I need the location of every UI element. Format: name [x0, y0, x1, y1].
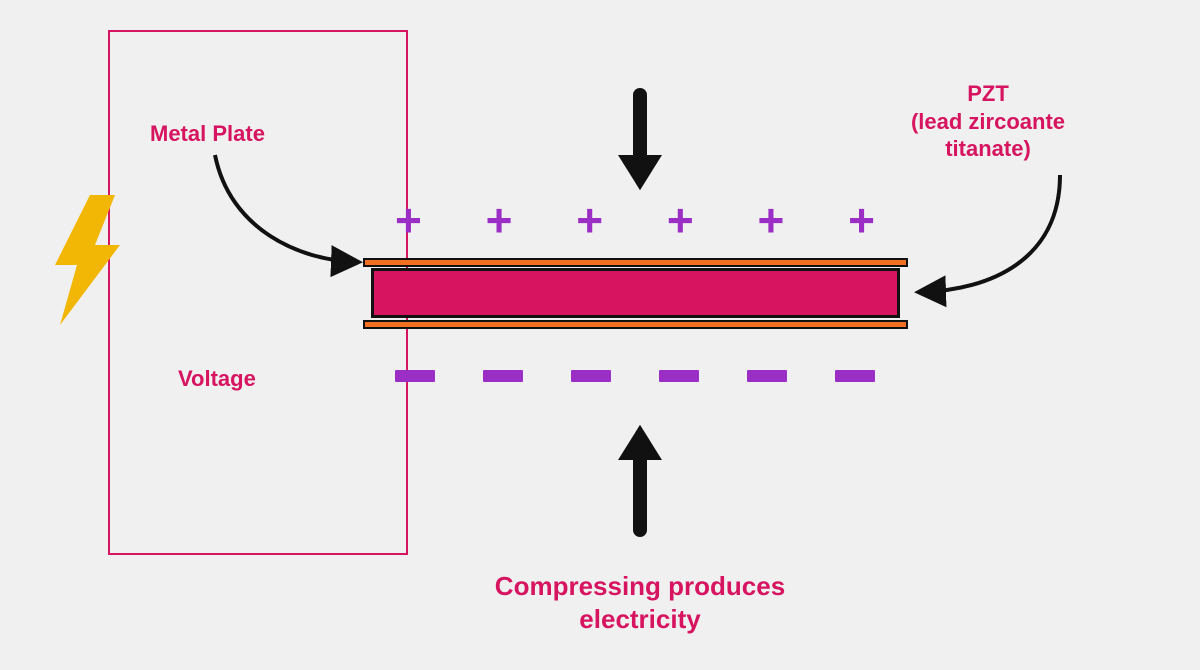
diagram-stage: Metal Plate Voltage PZT (lead zircoante … — [0, 0, 1200, 670]
caption: Compressing produces electricity — [470, 570, 810, 635]
